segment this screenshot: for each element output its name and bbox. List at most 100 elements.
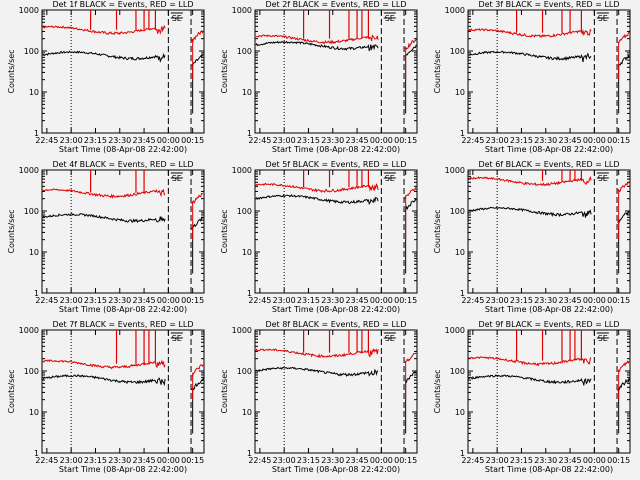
plot-frame: [41, 9, 205, 134]
plot-frame: [254, 169, 418, 294]
series-line-events-recovery: [191, 216, 204, 230]
detector-panel-5: Det 5f BLACK = Events, RED = LLD 1 10 100 10…: [220, 160, 418, 314]
x-tick-label: 00:00: [370, 456, 393, 465]
x-tick-label: 23:45: [559, 136, 582, 145]
plot-frame: [254, 9, 418, 134]
series-line-events-recovery: [191, 53, 204, 67]
plot-frame: [41, 169, 205, 294]
plot-frame: [41, 329, 205, 454]
plot-frame: [467, 169, 631, 294]
series-line-lld: [42, 359, 166, 370]
series-line-lld-recovery: [617, 31, 630, 44]
y-tick-label: 10: [455, 88, 465, 97]
series-line-lld-recovery: [404, 186, 417, 200]
y-tick-label: 1000: [445, 6, 465, 15]
panel-title: Det 5f BLACK = Events, RED = LLD: [265, 160, 406, 169]
x-tick-label: 22:45: [35, 136, 58, 145]
se-flag-label: SE: [385, 334, 395, 343]
x-axis-label: Start Time (08-Apr-08 22:42:00): [59, 305, 187, 314]
x-tick-label: 00:15: [394, 456, 417, 465]
x-tick-label: 00:00: [583, 456, 606, 465]
y-tick-label: 1: [247, 129, 252, 138]
y-axis-label: Counts/sec: [220, 209, 229, 253]
x-tick-label: 23:15: [297, 456, 320, 465]
y-tick-label: 100: [24, 47, 39, 56]
se-flag-label: SE: [172, 14, 182, 23]
panel-title: Det 9f BLACK = Events, RED = LLD: [478, 320, 619, 329]
series-line-events: [255, 366, 379, 377]
series-line-lld: [468, 28, 592, 38]
y-tick-label: 1: [34, 449, 39, 458]
x-tick-label: 23:00: [486, 296, 509, 305]
x-tick-label: 23:00: [273, 296, 296, 305]
series-line-lld: [468, 175, 592, 187]
x-tick-label: 23:45: [346, 296, 369, 305]
x-tick-label: 23:00: [60, 456, 83, 465]
detector-panel-9: Det 9f BLACK = Events, RED = LLD 1 10 100 10…: [433, 320, 631, 474]
x-tick-label: 23:15: [510, 296, 533, 305]
plot-frame: [254, 329, 418, 454]
x-axis-label: Start Time (08-Apr-08 22:42:00): [485, 145, 613, 154]
series-line-lld: [42, 24, 166, 36]
x-tick-label: 22:45: [248, 296, 271, 305]
x-tick-label: 00:00: [370, 296, 393, 305]
y-tick-label: 1000: [445, 166, 465, 175]
y-tick-label: 1000: [232, 326, 252, 335]
series-line-events: [42, 213, 166, 224]
detector-panel-6: Det 6f BLACK = Events, RED = LLD 1 10 100 10…: [433, 160, 631, 314]
y-tick-label: 1: [460, 289, 465, 298]
detector-panel-4: Det 4f BLACK = Events, RED = LLD 1 10 100 10…: [7, 160, 205, 314]
plot-frame: [467, 9, 631, 134]
series-line-lld: [255, 348, 379, 359]
series-line-events-recovery: [617, 377, 630, 392]
x-tick-label: 22:45: [35, 296, 58, 305]
series-line-events: [468, 50, 592, 63]
series-line-lld-recovery: [191, 192, 204, 205]
series-line-events-recovery: [617, 54, 630, 66]
x-axis-label: Start Time (08-Apr-08 22:42:00): [272, 305, 400, 314]
series-line-events-recovery: [404, 371, 417, 384]
x-tick-label: 22:45: [461, 296, 484, 305]
y-tick-label: 100: [24, 207, 39, 216]
se-flag-label: SE: [172, 174, 182, 183]
series-line-lld-recovery: [617, 360, 630, 372]
x-tick-label: 23:30: [534, 136, 557, 145]
x-tick-label: 22:45: [461, 456, 484, 465]
x-tick-label: 00:15: [607, 456, 630, 465]
x-axis-label: Start Time (08-Apr-08 22:42:00): [272, 465, 400, 474]
x-tick-label: 00:15: [607, 296, 630, 305]
x-axis-label: Start Time (08-Apr-08 22:42:00): [272, 145, 400, 154]
series-line-lld-recovery: [191, 29, 204, 44]
x-tick-label: 00:15: [394, 136, 417, 145]
y-tick-label: 10: [29, 88, 39, 97]
y-tick-label: 1: [247, 449, 252, 458]
y-tick-label: 10: [242, 248, 252, 257]
y-tick-label: 10: [29, 408, 39, 417]
x-tick-label: 00:15: [181, 456, 204, 465]
y-tick-label: 1: [34, 289, 39, 298]
series-line-lld-recovery: [617, 181, 630, 193]
series-line-lld: [255, 182, 379, 193]
y-tick-label: 1000: [19, 6, 39, 15]
y-tick-label: 100: [237, 47, 252, 56]
y-tick-label: 100: [237, 207, 252, 216]
y-tick-label: 10: [29, 248, 39, 257]
se-flag-label: SE: [385, 14, 395, 23]
x-tick-label: 23:30: [321, 136, 344, 145]
series-line-events: [42, 374, 166, 387]
panel-title: Det 1f BLACK = Events, RED = LLD: [52, 0, 193, 9]
series-line-lld-recovery: [404, 38, 417, 50]
detector-panel-7: Det 7f BLACK = Events, RED = LLD 1 10 100 10…: [7, 320, 205, 474]
x-tick-label: 23:45: [133, 296, 156, 305]
series-line-events: [42, 50, 166, 63]
x-tick-label: 23:30: [108, 296, 131, 305]
y-tick-label: 100: [24, 367, 39, 376]
x-tick-label: 23:30: [534, 296, 557, 305]
panel-title: Det 2f BLACK = Events, RED = LLD: [265, 0, 406, 9]
x-tick-label: 23:15: [297, 296, 320, 305]
series-line-events-recovery: [617, 210, 630, 223]
y-tick-label: 100: [237, 367, 252, 376]
x-tick-label: 23:30: [321, 296, 344, 305]
panel-title: Det 4f BLACK = Events, RED = LLD: [52, 160, 193, 169]
